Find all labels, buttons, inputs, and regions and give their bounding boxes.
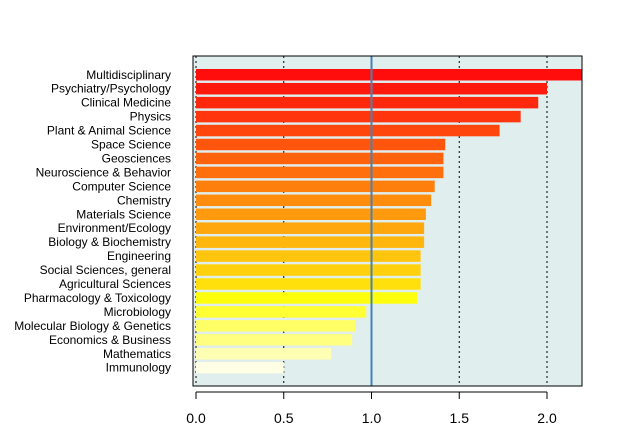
bar-2 xyxy=(196,96,539,109)
bar-19 xyxy=(196,334,353,346)
bar-20 xyxy=(196,348,332,360)
bar-21 xyxy=(196,361,284,374)
bar-0 xyxy=(196,69,583,81)
bar-3 xyxy=(196,110,521,123)
category-label-7: Neuroscience & Behavior xyxy=(36,165,171,179)
bar-5 xyxy=(196,138,446,151)
bar-9 xyxy=(196,194,432,207)
category-label-19: Economics & Business xyxy=(49,333,171,347)
category-label-14: Social Sciences, general xyxy=(40,263,171,277)
bar-4 xyxy=(196,124,500,137)
bar-17 xyxy=(196,306,367,318)
category-label-20: Mathematics xyxy=(103,347,171,361)
category-label-1: Psychiatry/Psychology xyxy=(51,82,171,96)
bar-6 xyxy=(196,152,444,165)
category-label-18: Molecular Biology & Genetics xyxy=(14,319,171,333)
x-tick-label-4: 2.0 xyxy=(537,410,557,426)
bar-13 xyxy=(196,250,421,262)
category-label-17: Microbiology xyxy=(104,305,171,319)
x-tick-label-0: 0.0 xyxy=(186,410,206,426)
category-label-0: Multidisciplinary xyxy=(86,68,171,82)
bar-12 xyxy=(196,236,425,248)
category-label-8: Computer Science xyxy=(72,179,171,193)
plot-frame xyxy=(192,55,583,387)
x-axis: 0.0 0.5 1.0 1.5 2.0 xyxy=(186,391,557,426)
category-label-6: Geosciences xyxy=(102,151,171,165)
category-label-3: Physics xyxy=(130,110,171,124)
category-label-10: Materials Science xyxy=(76,207,171,221)
bar-18 xyxy=(196,320,356,332)
x-tick-label-1: 0.5 xyxy=(274,410,294,426)
category-label-12: Biology & Biochemistry xyxy=(48,235,171,249)
category-label-16: Pharmacology & Toxicology xyxy=(24,291,171,305)
bar-15 xyxy=(196,278,421,290)
bar-16 xyxy=(196,292,418,304)
x-tick-label-3: 1.5 xyxy=(450,410,470,426)
bar-8 xyxy=(196,180,435,193)
category-label-5: Space Science xyxy=(91,138,171,152)
category-label-9: Chemistry xyxy=(117,193,171,207)
bar-10 xyxy=(196,208,426,220)
bars xyxy=(196,69,583,374)
x-tick-label-2: 1.0 xyxy=(362,410,382,426)
category-label-11: Environment/Ecology xyxy=(58,221,171,235)
category-label-21: Immunology xyxy=(106,361,171,375)
bar-14 xyxy=(196,264,421,276)
category-label-4: Plant & Animal Science xyxy=(47,124,171,138)
bar-7 xyxy=(196,166,444,179)
category-label-2: Clinical Medicine xyxy=(81,96,171,110)
bar-11 xyxy=(196,222,425,234)
category-label-13: Engineering xyxy=(107,249,171,263)
category-label-15: Agricultural Sciences xyxy=(59,277,171,291)
category-labels: MultidisciplinaryPsychiatry/PsychologyCl… xyxy=(14,68,171,375)
